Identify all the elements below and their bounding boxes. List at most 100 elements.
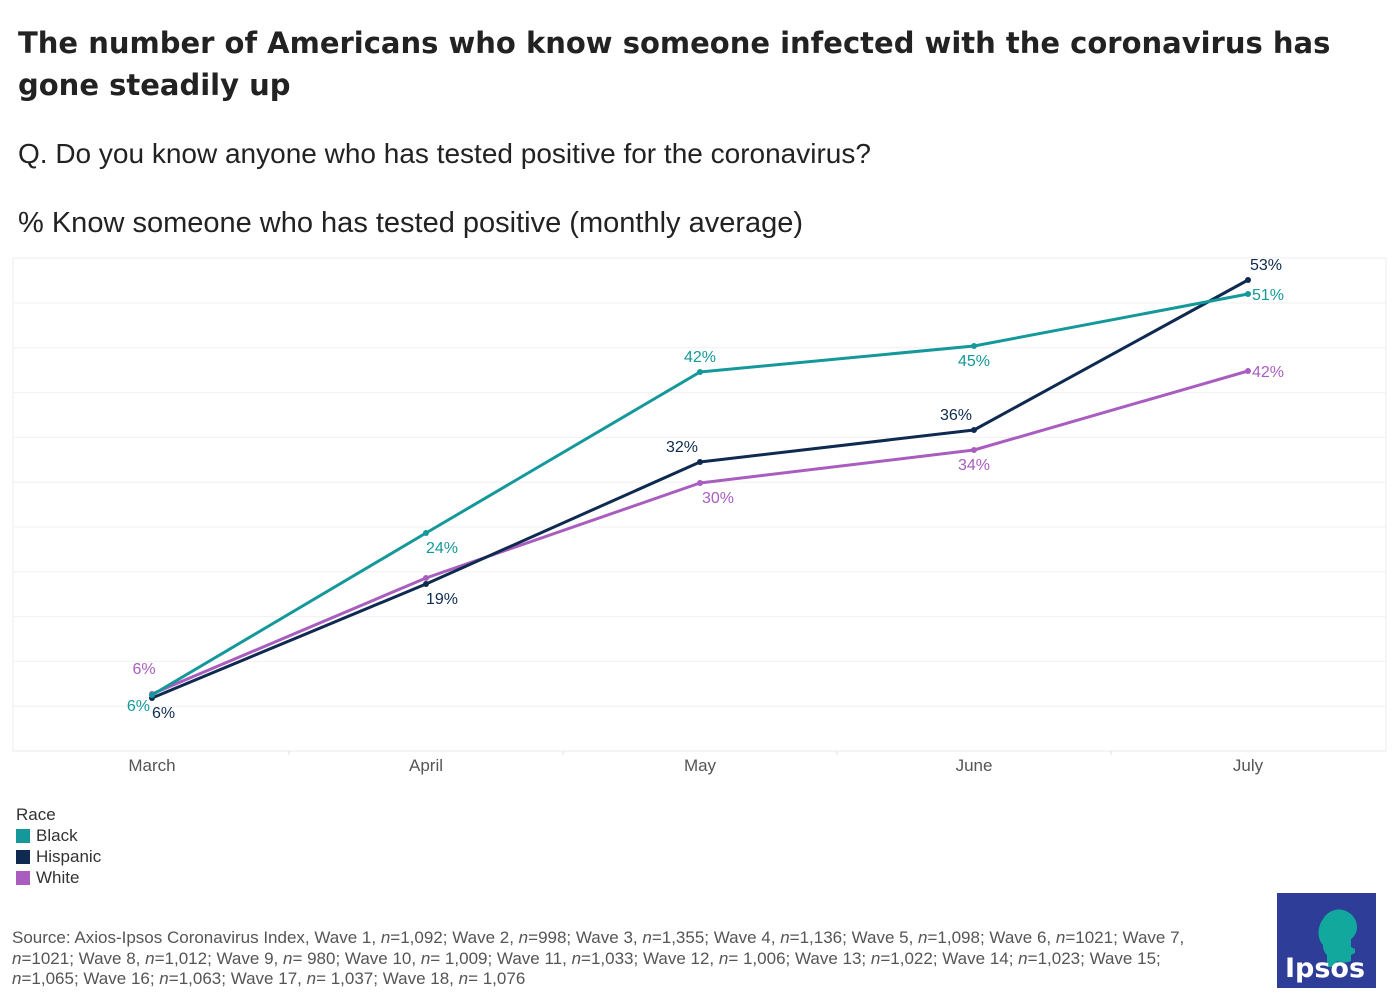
source-n-value: = 1,037; (316, 969, 383, 988)
source-n-symbol: n (518, 928, 529, 947)
source-n-symbol: n (306, 969, 317, 988)
logo-head-silhouette (1318, 909, 1357, 967)
source-n-value: =1,063; (168, 969, 231, 988)
data-label-white: 34% (958, 457, 990, 474)
source-n-value: =1,355; (651, 928, 714, 947)
data-point-black (697, 369, 703, 375)
source-n-value: =998; (528, 928, 576, 947)
data-point-black (971, 343, 977, 349)
source-wave: Wave 6, (989, 928, 1056, 947)
source-n-symbol: n (12, 969, 22, 988)
data-point-white (423, 575, 429, 581)
source-n-symbol: n (282, 948, 293, 968)
data-point-hispanic (423, 581, 429, 587)
data-labels: 6% 30% 34% 42% 6% 19% 32% 36% 53% 6% 24% 42% 45% 51% (127, 257, 1284, 722)
chart-subtitle: % Know someone who has tested positive (… (18, 207, 804, 239)
data-label-white: 42% (1252, 364, 1284, 381)
source-wave: Wave 14; (942, 948, 1019, 968)
source-note: Source: Axios-Ipsos Coronavirus Index, W… (12, 928, 1212, 990)
source-wave: Wave 9, (216, 948, 283, 968)
logo-text: Ipsos (1285, 953, 1365, 984)
plot-border (12, 257, 1387, 752)
legend-label-white: White (36, 867, 80, 887)
source-wave: Wave 11, (496, 948, 572, 968)
source-n-symbol: n (1055, 928, 1066, 947)
source-wave: Wave 13; (794, 948, 871, 968)
x-tick-label: April (409, 756, 443, 775)
line-chart: March April May June July 6% 30% 34% 42% 6% 19% 32… (12, 257, 1387, 775)
data-label-hispanic: 19% (426, 591, 458, 608)
survey-question: Q. Do you know anyone who has tested pos… (18, 138, 871, 169)
source-n-value: =1,092; (390, 928, 453, 947)
data-label-hispanic: 6% (152, 705, 175, 722)
legend-swatch-black (16, 828, 30, 843)
ipsos-logo: Ipsos (1277, 893, 1376, 988)
source-n-value: = 1,076 (468, 969, 526, 988)
source-prefix: Source: Axios-Ipsos Coronavirus Index, (12, 928, 315, 947)
source-n-value: = 980; (292, 948, 345, 968)
source-n-value: =1,022; (880, 948, 943, 968)
source-wave: Wave 5, (851, 928, 919, 947)
source-n-value: =1021; (21, 948, 79, 968)
source-wave: Wave 1, (314, 928, 381, 947)
source-n-symbol: n (159, 969, 169, 988)
source-n-symbol: n (1018, 948, 1028, 968)
source-n-value: =1,136; (789, 928, 852, 947)
chart-title: The number of Americans who know someone… (18, 26, 1331, 102)
data-point-white (1245, 368, 1251, 374)
gridlines (12, 257, 1387, 752)
source-wave: Wave 15; (1089, 948, 1161, 968)
source-wave: Wave 18, (382, 969, 459, 988)
data-label-white: 6% (132, 661, 155, 678)
source-n-symbol: n (12, 948, 22, 968)
source-n-value: =1,098; (927, 928, 990, 947)
source-n-value: =1,023; (1027, 948, 1090, 968)
series-lines (149, 277, 1251, 701)
series-line-hispanic (151, 278, 1249, 700)
legend-label-black: Black (36, 825, 78, 845)
data-label-black: 42% (684, 349, 716, 366)
data-point-black (149, 692, 155, 698)
source-wave: Wave 16; (83, 969, 160, 988)
source-n-symbol: n (458, 969, 469, 988)
x-tick-label: May (684, 756, 717, 775)
legend-item-black[interactable]: Black (16, 825, 101, 846)
source-wave: Wave 3, (575, 928, 643, 947)
x-tick-label: July (1233, 756, 1264, 775)
legend-item-white[interactable]: White (16, 867, 101, 888)
source-n-symbol: n (145, 948, 155, 968)
source-n-value: = 1,009; (430, 948, 497, 968)
source-wave: Wave 17, (230, 969, 307, 988)
legend: Race Black Hispanic White (16, 805, 101, 888)
legend-label-hispanic: Hispanic (36, 846, 102, 866)
data-label-hispanic: 32% (666, 439, 698, 456)
legend-swatch-hispanic (16, 849, 30, 864)
source-wave: Wave 12, (642, 948, 719, 968)
source-wave: Wave 7, (1122, 928, 1185, 947)
source-n-value: =1,012; (154, 948, 217, 968)
data-point-hispanic (1245, 277, 1251, 283)
source-n-value: =1,033; (581, 948, 643, 968)
data-label-black: 6% (127, 698, 150, 715)
x-tick-label: March (128, 756, 175, 775)
x-tick-label: June (956, 756, 993, 775)
data-label-hispanic: 36% (940, 407, 972, 424)
source-n-symbol: n (718, 948, 729, 968)
data-point-black (1245, 291, 1251, 297)
data-point-hispanic (697, 459, 703, 465)
legend-item-hispanic[interactable]: Hispanic (16, 846, 101, 867)
source-n-value: = 1,006; (728, 948, 795, 968)
source-n-symbol: n (780, 928, 790, 947)
source-n-symbol: n (420, 948, 431, 968)
legend-title: Race (16, 805, 56, 824)
source-wave: Wave 8, (78, 948, 146, 968)
source-n-value: =1021; (1065, 928, 1123, 947)
source-n-value: =1,065; (21, 969, 84, 988)
x-axis: March April May June July (128, 751, 1264, 775)
data-label-black: 51% (1252, 287, 1284, 304)
source-wave: Wave 4, (713, 928, 781, 947)
source-n-symbol: n (870, 948, 881, 968)
legend-swatch-white (16, 870, 30, 885)
source-n-symbol: n (380, 928, 391, 947)
source-n-symbol: n (642, 928, 652, 947)
